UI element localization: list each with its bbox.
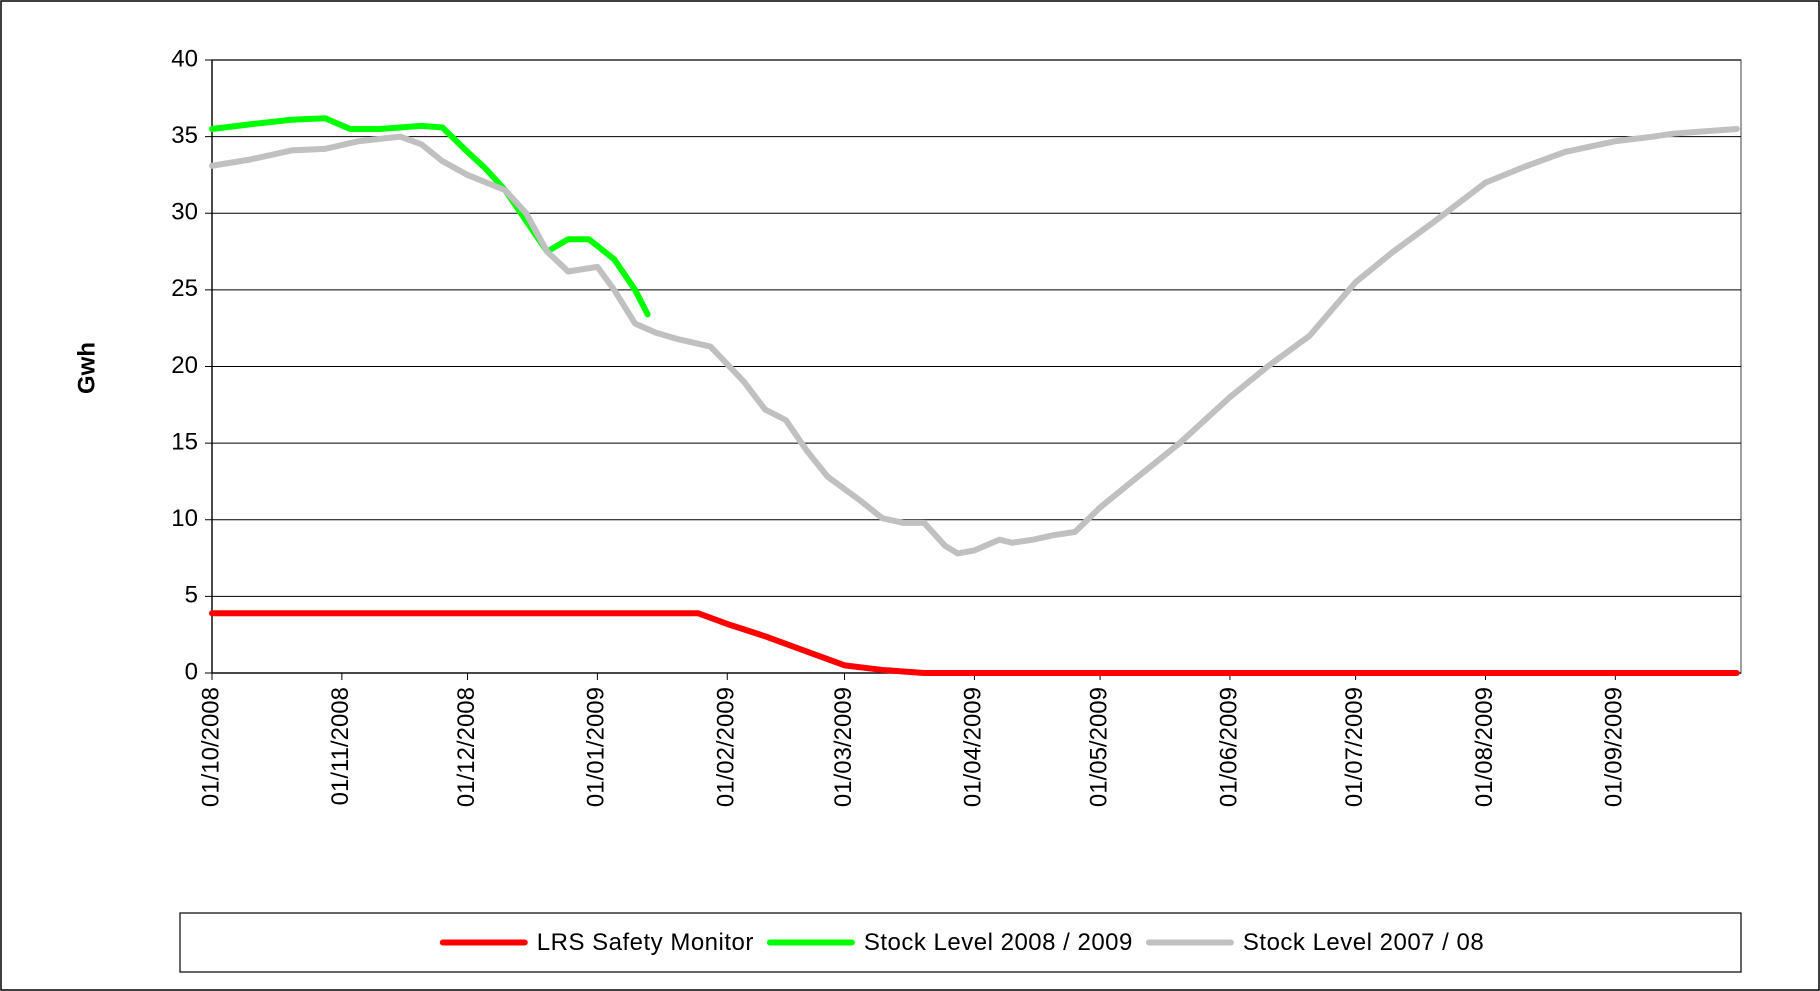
- y-tick-label: 5: [185, 582, 198, 609]
- y-tick-label: 15: [171, 428, 198, 455]
- x-tick-label: 01/03/2009: [830, 687, 857, 807]
- x-tick-label: 01/10/2008: [197, 687, 224, 807]
- y-tick-label: 10: [171, 505, 198, 532]
- legend-box: [179, 912, 1742, 973]
- x-tick-label: 01/01/2009: [583, 687, 610, 807]
- legend-label: Stock Level 2007 / 08: [1243, 929, 1484, 956]
- x-tick-label: 01/09/2009: [1601, 687, 1628, 807]
- series-line: [209, 115, 651, 318]
- y-tick-label: 40: [171, 45, 198, 72]
- y-tick-label: 25: [171, 275, 198, 302]
- x-tick-label: 01/11/2008: [327, 687, 354, 805]
- y-tick-label: 30: [171, 199, 198, 226]
- series-line: [209, 125, 1740, 557]
- legend-label: Stock Level 2008 / 2009: [864, 929, 1133, 956]
- x-tick-label: 01/12/2008: [453, 687, 480, 807]
- y-tick-label: 20: [171, 352, 198, 379]
- y-tick-label: 0: [185, 658, 198, 685]
- x-tick-label: 01/08/2009: [1471, 687, 1498, 807]
- x-tick-label: 01/04/2009: [960, 687, 987, 807]
- x-tick-label: 01/06/2009: [1215, 687, 1242, 807]
- x-tick-label: 01/07/2009: [1341, 687, 1368, 807]
- legend-label: LRS Safety Monitor: [537, 929, 754, 956]
- y-axis-label: Gwh: [73, 342, 100, 394]
- x-tick-label: 01/05/2009: [1085, 687, 1112, 807]
- series-line: [209, 610, 1740, 676]
- x-tick-label: 01/02/2009: [713, 687, 740, 807]
- y-tick-label: 35: [171, 122, 198, 149]
